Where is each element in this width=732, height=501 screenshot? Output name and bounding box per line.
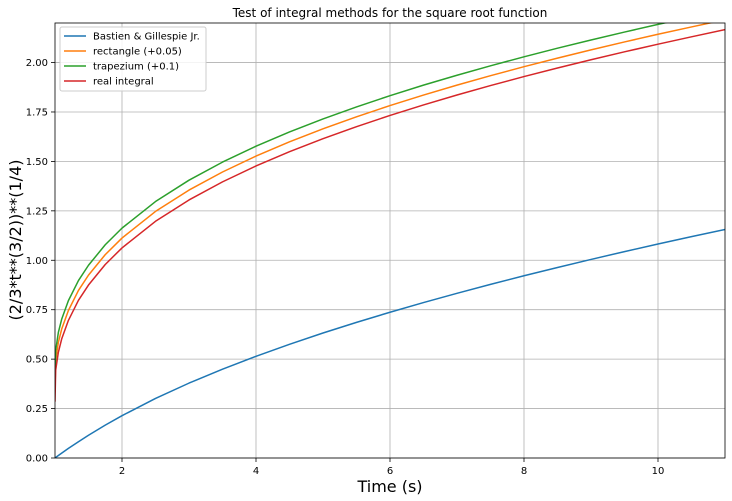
y-tick-label: 1.25 (26, 206, 48, 217)
y-tick-label: 1.50 (26, 157, 48, 168)
legend-box (59, 26, 207, 92)
chart-title: Test of integral methods for the square … (232, 6, 548, 20)
series-line-1 (55, 23, 714, 393)
x-tick-label: 8 (521, 466, 527, 477)
series-lines (55, 23, 725, 458)
y-tick-label: 0.50 (26, 355, 48, 366)
legend-entry-label: real integral (93, 77, 154, 88)
x-tick-label: 6 (387, 466, 393, 477)
y-tick-label: 2.00 (26, 58, 48, 69)
series-line-0 (55, 228, 725, 458)
series-line-2 (55, 23, 668, 383)
y-tick-label: 1.75 (26, 107, 48, 118)
x-tick-label: 10 (652, 466, 665, 477)
legend-entry-label: trapezium (+0.1) (93, 62, 179, 73)
y-tick-label: 0.00 (26, 454, 48, 465)
legend-entry-label: rectangle (+0.05) (93, 47, 182, 58)
y-tick-label: 1.00 (26, 256, 48, 267)
x-ticks: 2 4 6 8 10 (119, 458, 665, 477)
legend: Bastien & Gillespie Jr. rectangle (+0.05)… (59, 26, 207, 92)
y-ticks: 0.00 0.25 0.50 0.75 1.00 1.25 1.50 1.75 2.00 (26, 58, 55, 465)
series-line-3 (55, 28, 725, 402)
x-tick-label: 2 (119, 466, 125, 477)
y-tick-label: 0.75 (26, 305, 48, 316)
y-tick-label: 0.25 (26, 404, 48, 415)
x-axis-label: Time (s) (356, 477, 422, 496)
y-axis-label: (2/3*t**(3/2))**(1/4) (6, 160, 25, 321)
legend-entry-label: Bastien & Gillespie Jr. (93, 32, 200, 43)
x-tick-label: 4 (253, 466, 259, 477)
